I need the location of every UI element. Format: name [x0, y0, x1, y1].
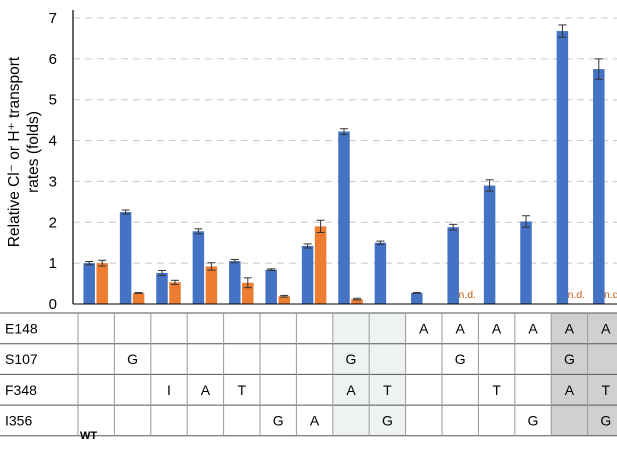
bar	[132, 292, 145, 304]
y-tick-label: 5	[49, 92, 57, 109]
bar	[169, 282, 181, 304]
table-cell: G	[528, 412, 539, 428]
y-tick-label: 2	[49, 214, 57, 231]
table-cell: A	[601, 320, 611, 336]
bar	[556, 31, 569, 305]
table-cell: T	[602, 382, 611, 398]
y-tick-label: 1	[49, 255, 57, 272]
bar	[338, 131, 350, 304]
table-cell: A	[565, 320, 575, 336]
table-cell: A	[419, 320, 429, 336]
bar	[278, 296, 290, 304]
table-cell: A	[565, 382, 575, 398]
table-cell: G	[273, 412, 284, 428]
table-cell: G	[455, 351, 466, 367]
y-tick-label: 4	[49, 133, 57, 150]
nd-label: n.d.	[568, 289, 586, 301]
bar	[520, 221, 532, 304]
table-cell: G	[127, 351, 138, 367]
table-cell: G	[564, 351, 575, 367]
table-cell: T	[383, 382, 392, 398]
table-cell: A	[346, 382, 356, 398]
bar	[242, 282, 254, 304]
wt-label: WT	[80, 430, 97, 442]
table-row-label: S107	[5, 351, 38, 367]
bar	[96, 263, 108, 304]
table-row-label: F348	[5, 382, 37, 398]
table-cell: A	[310, 412, 320, 428]
y-tick-label: 6	[49, 51, 57, 68]
bar	[447, 227, 459, 304]
nd-label: n.d.	[604, 289, 617, 301]
bars: n.d. n.d. n.d.	[83, 24, 617, 305]
y-axis-label-line2: rates (folds)	[25, 111, 42, 193]
bar	[229, 261, 241, 304]
grid-lines	[73, 17, 617, 264]
y-axis-label-line1: Relative Cl⁻ or H⁺ transport	[6, 56, 23, 247]
bar	[483, 185, 496, 304]
y-tick-label: 3	[49, 173, 57, 190]
axes: 0 1 2 3 4 5 6 7	[49, 10, 617, 313]
y-tick-label: 7	[49, 10, 57, 27]
table-cell: A	[492, 320, 502, 336]
bar	[593, 69, 605, 304]
nd-label: n.d.	[458, 289, 476, 301]
table-row-label: E148	[5, 320, 38, 336]
bar	[411, 292, 423, 304]
bar	[205, 266, 218, 304]
bar	[265, 269, 277, 304]
table-cell: A	[456, 320, 466, 336]
bar	[83, 263, 95, 304]
bar	[314, 226, 327, 304]
table-cell: G	[600, 412, 611, 428]
table-cell: G	[346, 351, 357, 367]
table-row-label: I356	[5, 412, 32, 428]
bar	[156, 272, 168, 304]
bar	[301, 245, 314, 304]
bar	[192, 231, 205, 304]
table-cell: T	[492, 382, 501, 398]
bar	[119, 212, 132, 304]
y-tick-label: 0	[49, 296, 57, 313]
table-cell: A	[528, 320, 538, 336]
bar	[351, 299, 363, 304]
table-cell: G	[382, 412, 393, 428]
table-cell: I	[167, 382, 171, 398]
table-cell: A	[201, 382, 211, 398]
table-cell: T	[238, 382, 247, 398]
bar	[374, 242, 387, 304]
